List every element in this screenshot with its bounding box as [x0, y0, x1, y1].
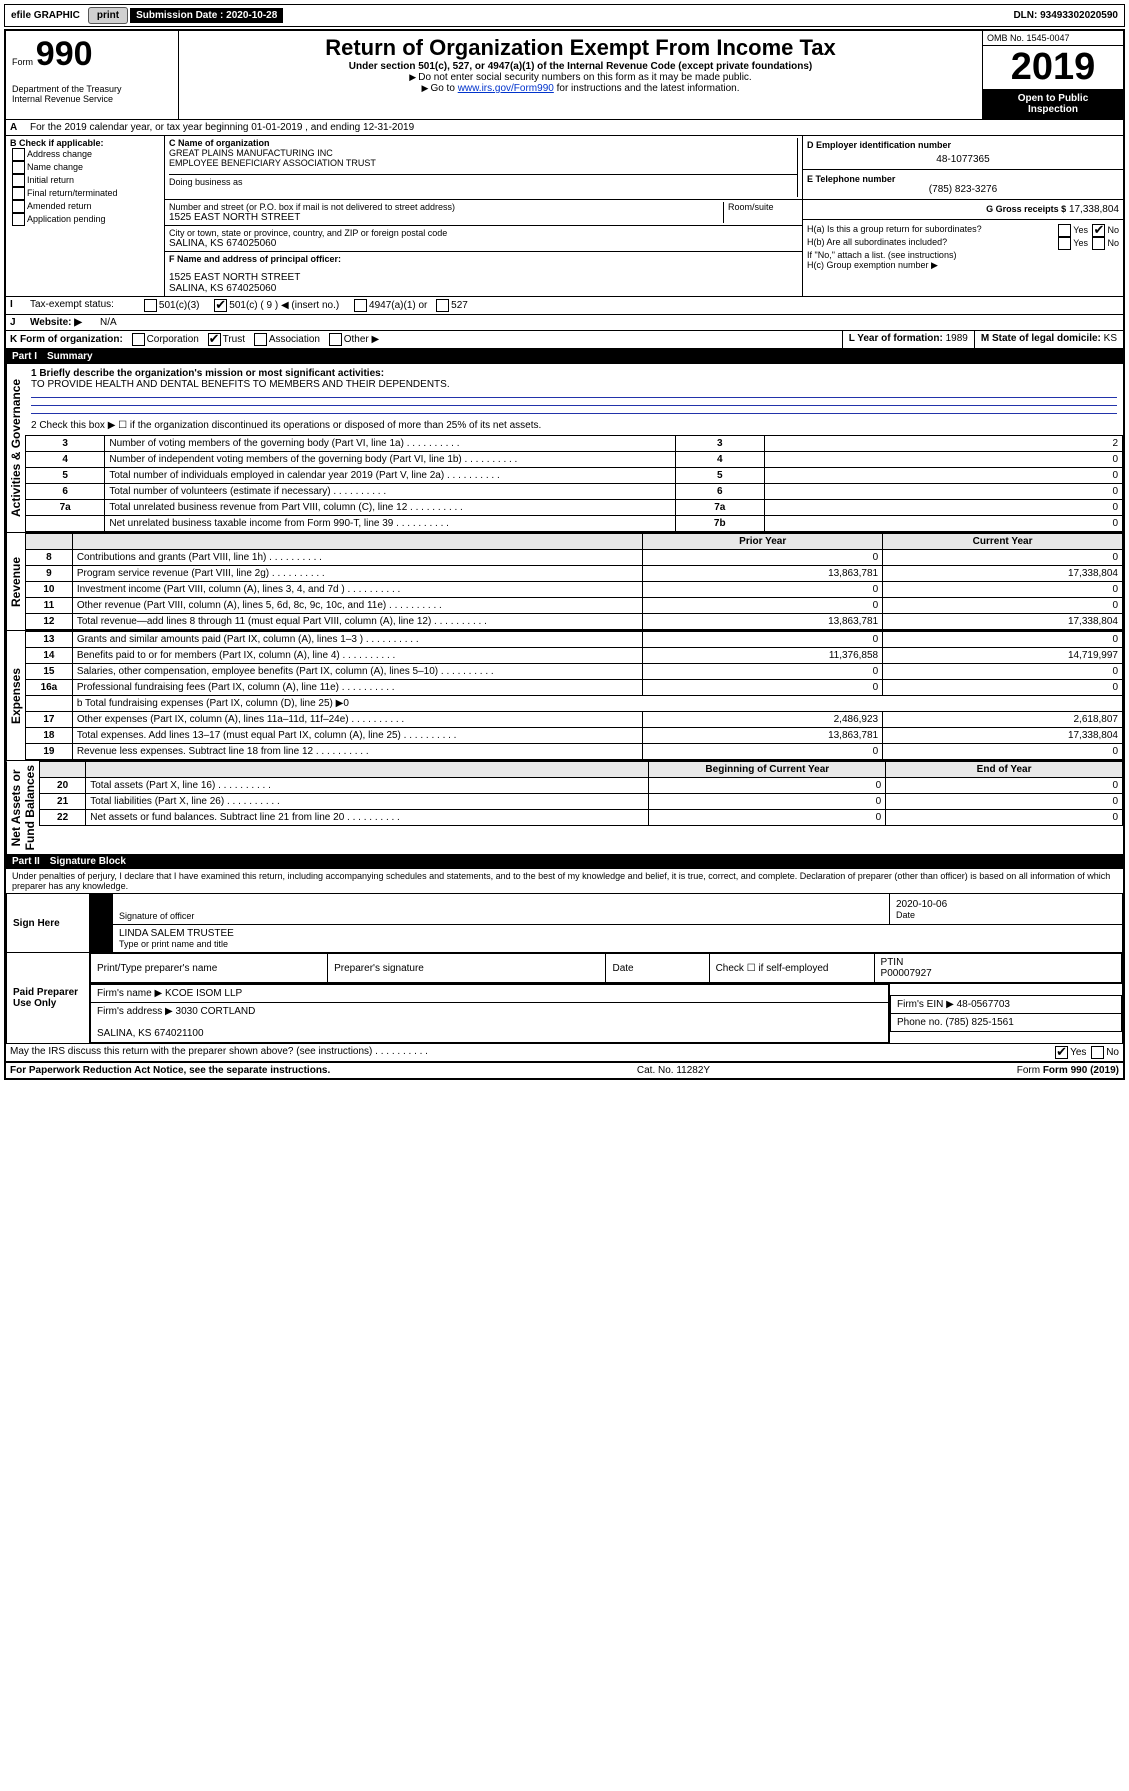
mission-text: TO PROVIDE HEALTH AND DENTAL BENEFITS TO… — [31, 379, 1117, 390]
form-container: Form 990 Department of the Treasury Inte… — [4, 29, 1125, 1080]
telephone: (785) 823-3276 — [807, 184, 1119, 195]
revenue-table: Prior Year Current Year 8Contributions a… — [25, 533, 1123, 630]
dln-cell: DLN: 93493302020590 — [1007, 8, 1124, 23]
form-990-number: 990 — [36, 35, 93, 73]
irs-link[interactable]: www.irs.gov/Form990 — [458, 83, 554, 94]
street-address: 1525 EAST NORTH STREET — [169, 212, 723, 223]
net-assets-table: Beginning of Current Year End of Year 20… — [39, 761, 1123, 826]
principal-officer-address: 1525 EAST NORTH STREET SALINA, KS 674025… — [169, 272, 798, 294]
check-final-return[interactable]: Final return/terminated — [10, 187, 160, 200]
ptin: P00007927 — [881, 968, 932, 979]
check-527[interactable] — [436, 299, 449, 312]
top-bar: efile GRAPHIC print Submission Date : 20… — [4, 4, 1125, 27]
form-title-cell: Return of Organization Exempt From Incom… — [179, 31, 983, 119]
part1-governance: Activities & Governance 1 Briefly descri… — [6, 364, 1123, 532]
vert-label-governance: Activities & Governance — [6, 364, 25, 532]
check-initial-return[interactable]: Initial return — [10, 174, 160, 187]
check-501c9[interactable] — [214, 299, 227, 312]
check-amended-return[interactable]: Amended return — [10, 200, 160, 213]
part2-header: Part II Signature Block — [6, 854, 1123, 869]
check-assoc[interactable] — [254, 333, 267, 346]
city-state-zip: SALINA, KS 674025060 — [169, 238, 798, 249]
firm-phone: (785) 825-1561 — [945, 1017, 1013, 1028]
entity-info-grid: B Check if applicable: Address change Na… — [6, 136, 1123, 297]
h-b-yes-no[interactable]: Yes No — [1056, 237, 1119, 250]
governance-table: 3Number of voting members of the governi… — [25, 435, 1123, 532]
vert-label-net: Net Assets or Fund Balances — [6, 761, 39, 854]
vert-label-expenses: Expenses — [6, 631, 25, 760]
check-501c3[interactable] — [144, 299, 157, 312]
form-number-cell: Form 990 Department of the Treasury Inte… — [6, 31, 179, 119]
print-button[interactable]: print — [88, 7, 128, 24]
org-name: GREAT PLAINS MANUFACTURING INC EMPLOYEE … — [169, 148, 797, 168]
website-value: N/A — [96, 315, 121, 330]
topbar-spacer — [283, 14, 1007, 18]
dept-treasury: Department of the Treasury Internal Reve… — [12, 84, 172, 104]
discuss-yes-no[interactable]: Yes No — [1049, 1044, 1123, 1061]
line-k-l-m: K Form of organization: Corporation Trus… — [6, 331, 1123, 349]
form-footer: For Paperwork Reduction Act Notice, see … — [6, 1062, 1123, 1078]
sign-here-label: Sign Here — [7, 894, 90, 953]
box-c-f: C Name of organization GREAT PLAINS MANU… — [165, 136, 802, 296]
box-d-e-g-h: D Employer identification number 48-1077… — [802, 136, 1123, 296]
check-name-change[interactable]: Name change — [10, 161, 160, 174]
check-4947[interactable] — [354, 299, 367, 312]
officer-name: LINDA SALEM TRUSTEE — [119, 928, 1116, 939]
h-a-yes-no[interactable]: Yes No — [1056, 224, 1119, 237]
year-cell: OMB No. 1545-0047 2019 Open to Public In… — [983, 31, 1123, 119]
expenses-table: 13Grants and similar amounts paid (Part … — [25, 631, 1123, 760]
line-j-website: J Website: ▶ N/A — [6, 315, 1123, 331]
gross-receipts: 17,338,804 — [1069, 204, 1119, 215]
tax-year: 2019 — [983, 46, 1123, 89]
paid-preparer-label: Paid Preparer Use Only — [7, 953, 90, 1044]
check-application-pending[interactable]: Application pending — [10, 213, 160, 226]
check-other[interactable] — [329, 333, 342, 346]
form-header: Form 990 Department of the Treasury Inte… — [6, 31, 1123, 120]
year-formation: 1989 — [946, 333, 968, 344]
open-to-public: Open to Public Inspection — [983, 89, 1123, 119]
line-i-tax-status: I Tax-exempt status: 501(c)(3) 501(c) ( … — [6, 297, 1123, 315]
ein: 48-1077365 — [807, 154, 1119, 165]
discuss-row: May the IRS discuss this return with the… — [6, 1044, 1123, 1062]
signature-date: 2020-10-06 — [896, 899, 1116, 910]
check-trust[interactable] — [208, 333, 221, 346]
form-subtitle-2: Do not enter social security numbers on … — [185, 72, 976, 83]
form-subtitle-3: Go to www.irs.gov/Form990 for instructio… — [185, 83, 976, 94]
omb-number: OMB No. 1545-0047 — [983, 31, 1123, 46]
box-b: B Check if applicable: Address change Na… — [6, 136, 165, 296]
submission-date-label: Submission Date : 2020-10-28 — [130, 8, 283, 23]
firm-name: KCOE ISOM LLP — [165, 988, 242, 999]
efile-label: efile GRAPHIC — [5, 8, 86, 23]
signature-table: Sign Here Signature of officer 2020-10-0… — [6, 893, 1123, 1044]
row-a-period: A For the 2019 calendar year, or tax yea… — [6, 120, 1123, 136]
state-domicile: KS — [1104, 333, 1117, 344]
firm-ein: 48-0567703 — [957, 999, 1010, 1010]
form-subtitle-1: Under section 501(c), 527, or 4947(a)(1)… — [185, 61, 976, 72]
check-corp[interactable] — [132, 333, 145, 346]
form-title: Return of Organization Exempt From Incom… — [185, 35, 976, 61]
vert-label-revenue: Revenue — [6, 533, 25, 630]
perjury-statement: Under penalties of perjury, I declare th… — [6, 869, 1123, 893]
check-address-change[interactable]: Address change — [10, 148, 160, 161]
part1-header: Part I Summary — [6, 349, 1123, 364]
